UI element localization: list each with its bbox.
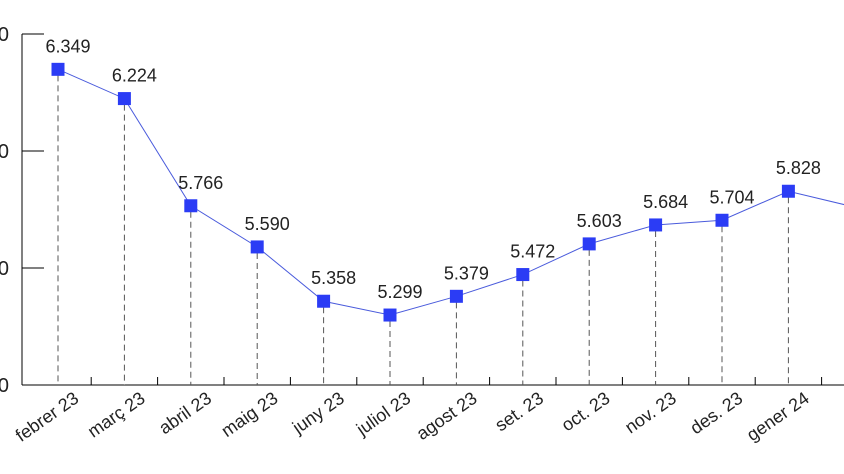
data-label: 6.349 — [45, 36, 90, 56]
data-point-marker — [449, 289, 463, 303]
y-tick-label: 0 — [0, 24, 9, 46]
y-tick-label: 0 — [0, 258, 9, 280]
x-axis: febrer 23 març 23 abril 23 maig 23 juny 23 ju… — [12, 377, 844, 446]
x-tick-label: des. 23 — [686, 388, 746, 438]
data-label: 5.358 — [311, 268, 356, 288]
series — [51, 62, 844, 322]
y-tick-label: 0 — [0, 375, 9, 397]
data-label: 5.299 — [377, 282, 422, 302]
data-point-marker — [649, 218, 663, 232]
x-tick-label: febrer 23 — [12, 388, 82, 446]
data-label: 5.704 — [709, 187, 754, 207]
x-tick-label: juliol 23 — [352, 388, 414, 440]
data-label: 5.472 — [510, 242, 555, 262]
x-tick-label: oct. 23 — [558, 388, 614, 435]
data-label: 5.828 — [776, 158, 821, 178]
x-tick-label: nov. 23 — [621, 388, 680, 437]
data-point-marker — [317, 294, 331, 308]
x-tick-label: maig 23 — [218, 388, 282, 441]
data-point-marker — [516, 268, 530, 282]
data-label: 5.379 — [444, 263, 489, 283]
x-tick-label: agost 23 — [413, 388, 481, 444]
data-point-marker — [51, 62, 65, 76]
x-tick-label: juny 23 — [288, 388, 348, 438]
y-axis: 0 0 0 0 — [0, 24, 44, 397]
drop-lines — [57, 75, 789, 385]
data-point-marker — [781, 184, 795, 198]
data-point-marker — [117, 92, 131, 106]
data-point-marker — [582, 237, 596, 251]
data-point-marker — [715, 213, 729, 227]
data-label: 5.590 — [245, 214, 290, 234]
data-label: 6.224 — [112, 66, 157, 86]
data-point-marker — [383, 308, 397, 322]
data-point-marker — [250, 240, 264, 254]
x-tick-label: abril 23 — [155, 388, 215, 438]
x-tick-label: gener 24 — [743, 388, 813, 445]
x-tick-label: març 23 — [84, 388, 149, 442]
x-tick-label: set. 23 — [491, 388, 547, 435]
y-tick-label: 0 — [0, 141, 9, 163]
data-labels: 6.349 6.224 5.766 5.590 5.358 5.299 5.379 5.472… — [45, 36, 821, 302]
data-label: 5.766 — [178, 173, 223, 193]
data-label: 5.684 — [643, 192, 688, 212]
data-label: 5.603 — [577, 211, 622, 231]
data-point-marker — [184, 199, 198, 213]
x-tick-label: febr — [842, 388, 844, 422]
